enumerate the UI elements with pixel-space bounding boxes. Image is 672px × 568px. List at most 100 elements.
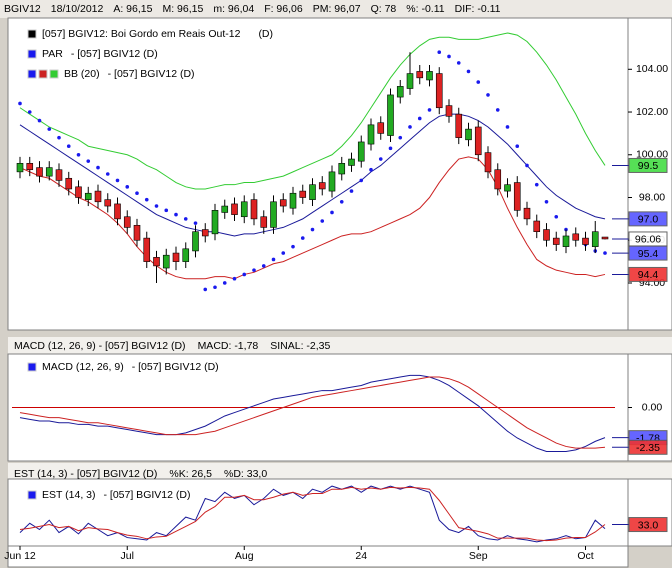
legend-label: [057] BGIV12: Boi Gordo em Reais Out-12 (42, 28, 241, 40)
value-tag-label: 95.4 (638, 248, 659, 260)
candle-body (572, 233, 580, 241)
candle-body (396, 86, 404, 98)
candle-body (201, 229, 209, 237)
par-dot (466, 69, 471, 74)
par-dot (105, 172, 110, 176)
candle-body (182, 248, 190, 262)
y-tick-label: 100.00 (636, 149, 668, 161)
candle-body (416, 71, 424, 79)
macd-header (8, 337, 672, 354)
par-dot (125, 185, 130, 189)
est-header (8, 463, 672, 479)
x-tick-label: Aug (235, 550, 254, 562)
par-dot (96, 165, 100, 170)
candle-body (36, 167, 43, 177)
value-tag (628, 157, 668, 173)
par-dot (388, 146, 393, 151)
indicator-line (19, 374, 606, 453)
value-tag (628, 439, 668, 455)
legend-icon (27, 29, 37, 39)
x-tick-label: Sep (469, 550, 488, 562)
candle-body (338, 163, 346, 175)
y-tick-label: 104.00 (636, 63, 668, 75)
candle-body (75, 186, 82, 198)
band-line (19, 32, 606, 190)
header-text: F: 96,06 (264, 3, 303, 15)
par-dot (525, 163, 529, 168)
candle-body (26, 163, 34, 171)
par-dot (408, 125, 412, 129)
candle-body (426, 71, 433, 81)
candle-body (104, 199, 112, 207)
par-dot (183, 217, 188, 221)
par-dot (339, 199, 344, 204)
candle-body (65, 177, 73, 190)
candle-body (357, 141, 365, 162)
header-text: %K: 26,5 (169, 468, 212, 480)
par-dot (76, 152, 81, 157)
header-text: MACD (12, 26, 9) - [057] BGIV12 (D) (14, 340, 186, 352)
candle-body (484, 152, 492, 173)
candle-body (153, 257, 160, 267)
candle-body (533, 220, 541, 232)
candle-body (45, 167, 53, 177)
par-dot (505, 125, 510, 129)
candle-body (552, 237, 560, 245)
value-tag-label: 97.0 (638, 214, 659, 226)
y-tick-label: 98.00 (639, 191, 665, 203)
candle-body (377, 122, 385, 134)
candle-body (221, 205, 229, 213)
candle-body (192, 231, 199, 252)
par-dot (515, 144, 520, 149)
par-dot (174, 212, 178, 217)
legend-label: PAR (42, 48, 63, 60)
candle-body (367, 124, 375, 145)
header-bar (0, 0, 672, 18)
x-axis (7, 545, 629, 568)
header-text: 18/10/2012 (51, 3, 104, 15)
par-dot (115, 178, 120, 183)
par-dot (47, 127, 52, 131)
par-dot (437, 50, 442, 54)
par-dot (378, 157, 383, 161)
candle-body (601, 236, 609, 240)
header-text: %: -0.11 (406, 3, 444, 15)
candle-body (172, 252, 180, 262)
candle-body (318, 182, 326, 190)
value-tag-label: 99.5 (638, 160, 659, 172)
header-text: M: 96,15 (162, 3, 203, 15)
legend-icon (27, 49, 37, 59)
par-dot (398, 135, 403, 140)
value-tag-label: -2.35 (636, 442, 660, 454)
candle-body (582, 237, 589, 245)
candle-body (591, 231, 599, 247)
candle-body (406, 73, 414, 89)
candle-body (562, 235, 570, 247)
candle-body (504, 184, 511, 192)
par-dot (193, 221, 198, 225)
legend-note: - [057] BGIV12 (D) (71, 48, 158, 60)
candle-body (465, 128, 472, 141)
par-dot (57, 135, 61, 140)
legend-icon (27, 490, 37, 500)
par-dot (349, 189, 354, 193)
par-dot (242, 272, 247, 277)
par-dot (310, 227, 315, 232)
legend-icon (49, 69, 59, 79)
candle-body (123, 216, 131, 228)
value-tag-label: 96.06 (635, 234, 661, 246)
candle-body (94, 190, 102, 203)
x-tick-label: Oct (577, 550, 593, 562)
band-line (19, 113, 606, 237)
x-tick-label: Jun 12 (4, 550, 36, 562)
header-text: DIF: -0.11 (455, 3, 501, 15)
candle-body (250, 199, 258, 220)
legend-note: - [057] BGIV12 (D) (132, 361, 219, 373)
par-dot (252, 268, 256, 272)
est-axis (627, 478, 672, 547)
legend-note: - [057] BGIV12 (D) (108, 68, 195, 80)
y-tick-label: 0.00 (642, 401, 663, 413)
candle-body (289, 192, 297, 209)
candle-body (328, 171, 336, 192)
candle-body (16, 163, 24, 173)
